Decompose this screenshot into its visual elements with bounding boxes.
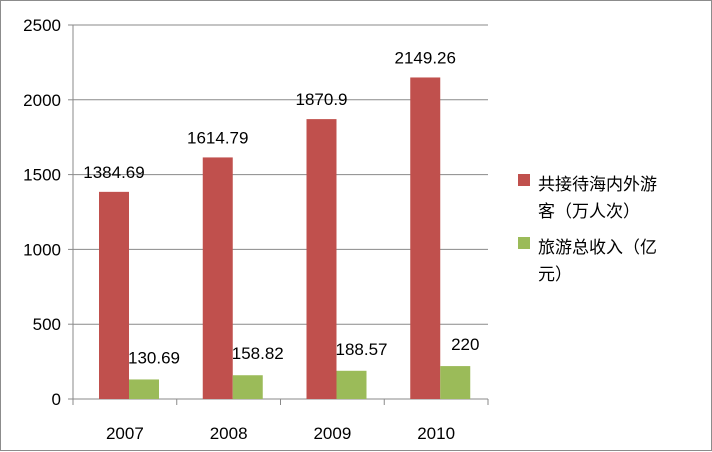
data-label: 1870.9 [296,90,348,109]
x-tick-label: 2007 [106,424,144,443]
legend-swatch-revenue [518,237,530,249]
data-label: 1384.69 [83,163,144,182]
legend-label: 元） [538,265,572,284]
bar-revenue [336,370,367,399]
y-tick-label: 0 [52,390,61,409]
bar-revenue [440,366,471,399]
data-label: 1614.79 [187,128,248,147]
data-label: 130.69 [128,348,180,367]
x-tick-label: 2010 [417,424,455,443]
data-label: 2149.26 [395,48,456,67]
x-tick-label: 2008 [210,424,248,443]
legend-label: 客（万人次） [538,202,640,221]
y-tick-label: 1500 [23,166,61,185]
bar-revenue [129,379,159,399]
bar-revenue [232,375,263,399]
legend-label: 旅游总收入（亿 [538,238,657,257]
y-tick-label: 500 [33,315,61,334]
bar-visitors [202,157,233,399]
data-label: 220 [451,335,479,354]
bar-visitors [99,191,129,399]
y-tick-label: 1000 [23,240,61,259]
bar-visitors [410,77,441,399]
y-tick-label: 2500 [23,16,61,35]
bar-visitors [306,119,337,400]
data-label: 158.82 [232,344,284,363]
legend-label: 共接待海内外游 [538,175,657,194]
x-tick-label: 2009 [313,424,351,443]
legend-swatch-visitors [518,174,530,186]
y-tick-label: 2000 [23,91,61,110]
data-label: 188.57 [336,340,388,359]
